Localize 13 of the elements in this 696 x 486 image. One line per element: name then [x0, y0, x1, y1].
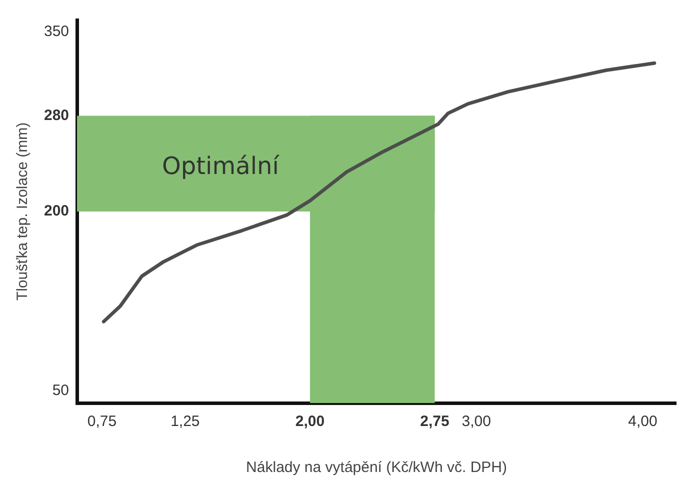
y-tick-label: 200 — [44, 202, 70, 220]
x-tick-label: 1,25 — [170, 413, 200, 430]
y-tick-label: 350 — [44, 23, 70, 40]
band-label: Optimální — [162, 152, 280, 180]
y-tick-label: 50 — [52, 382, 70, 400]
y-tick-label: 280 — [44, 106, 70, 124]
y-axis-title: Tloušťka tep. Izolace (mm) — [14, 122, 32, 301]
x-tick-label: 3,00 — [462, 413, 491, 430]
x-tick-label: 2,00 — [295, 413, 325, 430]
x-axis-title: Náklady na vytápění (Kč/kWh vč. DPH) — [246, 459, 507, 476]
x-tick-label: 2,75 — [420, 413, 450, 430]
x-tick-label: 4,00 — [628, 413, 658, 430]
x-tick-label: 0,75 — [87, 413, 117, 430]
